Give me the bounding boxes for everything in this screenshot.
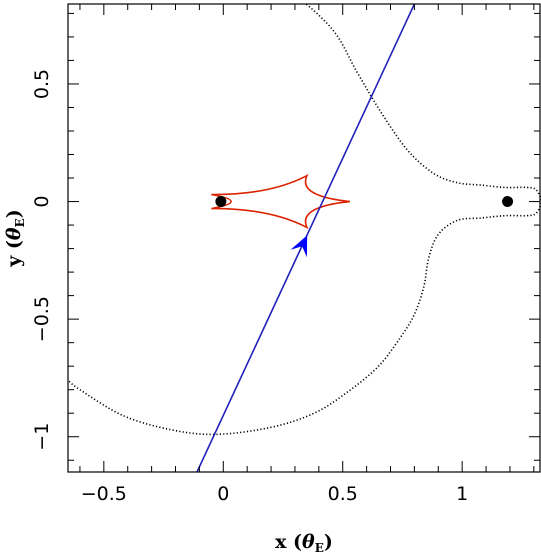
y-axis-label: y (θE) bbox=[3, 209, 27, 268]
y-tick-label: −1 bbox=[31, 423, 53, 451]
trajectory-arrow bbox=[290, 235, 308, 258]
caustic-curve bbox=[211, 173, 350, 230]
y-tick-label: −0.5 bbox=[31, 296, 53, 342]
axis-ticks bbox=[68, 4, 540, 472]
x-tick-label: 1 bbox=[456, 483, 468, 505]
plot-frame bbox=[67, 3, 541, 473]
y-tick-label: 0 bbox=[31, 196, 53, 208]
x-tick-label: −0.5 bbox=[81, 483, 127, 505]
lens-mass bbox=[502, 196, 514, 208]
x-tick-label: 0 bbox=[217, 483, 229, 505]
tick-labels: −0.5 0 0.5 1 −1 −0.5 0 0.5 bbox=[31, 69, 468, 505]
plot-frame-rect bbox=[67, 3, 541, 473]
lens-mass bbox=[215, 196, 227, 208]
x-tick-label: 0.5 bbox=[328, 483, 358, 505]
critical-curve bbox=[68, 4, 541, 436]
y-tick-label: 0.5 bbox=[31, 69, 53, 99]
x-axis-label: x (θE) bbox=[275, 531, 333, 555]
plot-data-layer bbox=[68, 4, 541, 472]
